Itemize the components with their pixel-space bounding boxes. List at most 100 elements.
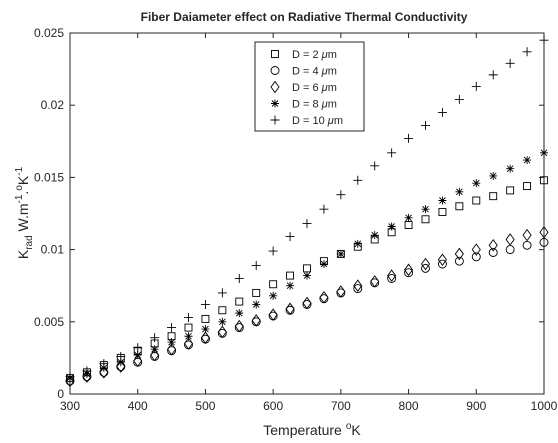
data-point-diamond — [268, 308, 278, 321]
data-point-diamond — [404, 263, 414, 277]
data-point-plus — [302, 219, 312, 229]
data-point-asterisk — [421, 205, 430, 214]
data-point-plus — [539, 35, 549, 45]
axis-tick-labels: 300 400 500 600 700 800 900 1000 0 0.005 0.01 0.015… — [34, 26, 558, 413]
data-point-square — [269, 280, 278, 289]
y-label-k: K — [15, 249, 31, 259]
data-point-diamond — [353, 279, 363, 292]
legend-label-mu: μ — [321, 82, 328, 94]
y-tick-label: 0 — [57, 387, 64, 401]
x-tick-label: 700 — [331, 399, 351, 413]
data-point-diamond — [251, 314, 261, 327]
data-point-diamond — [522, 228, 532, 242]
legend-label: D = 4 μm — [292, 66, 337, 78]
data-point-square — [252, 288, 261, 297]
data-point-diamond — [539, 226, 549, 239]
data-point-asterisk — [370, 231, 379, 240]
data-point-diamond — [65, 374, 75, 388]
data-point-circle — [437, 259, 447, 269]
legend: D = 2 μmD = 4 μmD = 6 μmD = 8 μmD = 10 μ… — [254, 41, 365, 132]
data-point-diamond — [167, 342, 177, 356]
legend-label-mu: μ — [327, 115, 334, 127]
legend-label: D = 10 μm — [292, 115, 343, 127]
data-point-plus — [82, 366, 92, 376]
data-point-asterisk — [387, 222, 396, 231]
series-3 — [65, 226, 549, 388]
data-point-plus — [353, 175, 363, 185]
data-point-circle — [471, 252, 481, 262]
data-point-asterisk — [235, 309, 244, 318]
legend-label: D = 6 μm — [292, 82, 337, 94]
data-point-asterisk — [455, 187, 464, 196]
x-axis-label-unit-sup: o — [346, 421, 352, 432]
data-point-plus — [370, 161, 380, 171]
data-point-asterisk — [201, 325, 210, 334]
x-tick-label: 1000 — [531, 399, 558, 413]
data-point-asterisk — [336, 249, 345, 258]
legend-label-mu: μ — [321, 49, 328, 61]
data-point-diamond — [183, 337, 194, 350]
legend-marker-diamond — [270, 80, 280, 94]
data-point-square — [455, 202, 464, 211]
data-point-plus — [319, 204, 329, 214]
data-point-diamond — [488, 239, 498, 252]
data-point-diamond — [437, 253, 447, 266]
data-point-diamond — [370, 275, 380, 288]
y-tick-label: 0.02 — [41, 98, 65, 112]
legend-label-main: D = 10 — [292, 115, 328, 127]
data-point-diamond — [336, 285, 346, 298]
data-point-asterisk — [116, 358, 125, 367]
y-axis-label: Krad W.m-1.oK-1 — [14, 166, 35, 259]
data-point-square — [472, 196, 481, 205]
data-point-diamond — [471, 243, 481, 256]
data-point-square — [489, 192, 498, 201]
x-tick-label: 500 — [195, 399, 215, 413]
data-point-circle — [421, 263, 430, 273]
legend-label-unit: m — [328, 82, 337, 94]
data-point-square — [201, 314, 210, 323]
y-label-sub: rad — [24, 235, 35, 249]
legend-label-main: D = 2 — [292, 49, 322, 61]
data-point-asterisk — [252, 300, 261, 309]
legend-label: D = 2 μm — [292, 49, 337, 61]
legend-marker-square — [271, 50, 279, 58]
chart-title: Fiber Daiameter effect on Radiative Ther… — [141, 10, 468, 24]
x-tick-label: 800 — [399, 399, 419, 413]
data-point-asterisk — [404, 213, 413, 222]
data-point-diamond — [82, 370, 92, 383]
data-point-asterisk — [353, 239, 362, 248]
legend-label-main: D = 4 — [292, 66, 322, 78]
legend-marker-asterisk — [271, 99, 279, 108]
data-point-plus — [133, 343, 143, 353]
x-tick-label: 300 — [60, 399, 80, 413]
data-point-square — [218, 306, 227, 315]
data-point-asterisk — [286, 281, 295, 290]
data-point-asterisk — [269, 291, 278, 300]
data-points — [65, 35, 549, 388]
data-point-plus — [488, 70, 498, 80]
data-point-plus — [65, 372, 75, 382]
data-point-asterisk — [218, 317, 227, 326]
data-point-plus — [268, 246, 278, 256]
legend-box — [254, 41, 365, 132]
data-point-diamond — [133, 354, 143, 368]
data-point-circle — [404, 268, 414, 278]
x-axis-label: Temperature oK — [263, 421, 361, 438]
x-tick-label: 400 — [128, 399, 148, 413]
data-point-circle — [353, 284, 363, 294]
y-tick-label: 0.01 — [41, 243, 65, 257]
legend-label-unit: m — [334, 115, 343, 127]
data-point-asterisk — [506, 164, 515, 173]
data-point-circle — [488, 248, 498, 257]
legend-label-unit: m — [328, 49, 337, 61]
data-point-asterisk — [167, 338, 176, 347]
data-point-diamond — [319, 290, 329, 304]
legend-label-main: D = 6 — [292, 82, 322, 94]
data-point-asterisk — [438, 196, 447, 205]
y-label-unit2: K — [15, 175, 31, 185]
y-label-sup3: -1 — [14, 166, 25, 175]
y-tick-label: 0.005 — [34, 315, 64, 329]
data-point-circle — [454, 256, 464, 266]
data-point-square — [540, 176, 548, 185]
legend-label-unit: m — [328, 99, 337, 111]
